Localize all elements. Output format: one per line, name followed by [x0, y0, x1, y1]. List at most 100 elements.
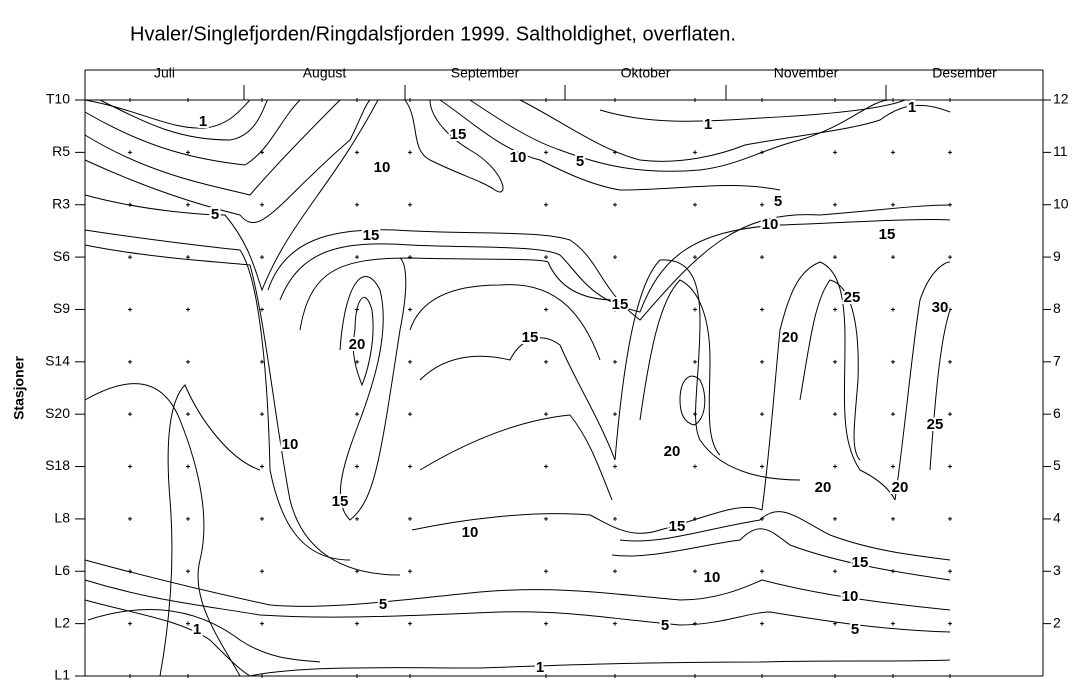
contour-label: 15: [852, 554, 869, 571]
sample-point: [760, 464, 764, 469]
sample-point: [355, 255, 359, 260]
contour-label: 1: [193, 621, 201, 638]
y-tick-label: S18: [45, 457, 70, 473]
sample-point: [544, 516, 548, 521]
sample-point: [355, 569, 359, 574]
sample-point: [833, 674, 837, 678]
sample-point: [128, 621, 132, 626]
sample-point: [833, 359, 837, 364]
sample-point: [544, 255, 548, 260]
sample-point: [544, 569, 548, 574]
sample-point: [948, 569, 952, 574]
sample-point: [186, 412, 190, 417]
sample-point: [760, 412, 764, 417]
sample-point: [948, 674, 952, 678]
contour-label: 20: [349, 336, 366, 353]
sample-point: [355, 202, 359, 207]
sample-point: [260, 255, 264, 260]
sample-point: [760, 359, 764, 364]
sample-point: [833, 569, 837, 574]
sample-point: [693, 150, 697, 155]
sample-point: [948, 412, 952, 417]
y-tick-label: L6: [54, 562, 70, 578]
y2-tick-label: 10: [1053, 195, 1069, 211]
y-tick-label: S14: [45, 353, 70, 369]
sample-point: [408, 202, 412, 207]
sample-point: [693, 412, 697, 417]
sample-point: [948, 255, 952, 260]
sample-point: [948, 359, 952, 364]
contour-label: 20: [815, 479, 832, 496]
sample-point: [128, 98, 132, 102]
sample-point: [833, 255, 837, 260]
y2-tick-label: 11: [1053, 143, 1068, 159]
sample-point: [544, 412, 548, 417]
contour-lines: [84, 99, 951, 677]
sample-point: [613, 569, 617, 574]
sample-point: [544, 621, 548, 626]
sample-point: [355, 307, 359, 312]
sample-point: [760, 516, 764, 521]
sample-point: [128, 359, 132, 364]
contour-label: 20: [782, 329, 799, 346]
contour-label: 10: [374, 159, 391, 176]
sample-point: [186, 150, 190, 155]
sample-point: [355, 412, 359, 417]
contour-label: 15: [363, 227, 380, 244]
sample-point: [186, 255, 190, 260]
sample-point: [693, 621, 697, 626]
sample-point: [355, 359, 359, 364]
sample-point: [948, 307, 952, 312]
contour-label: 15: [450, 126, 467, 143]
sample-point: [613, 674, 617, 678]
contour-label: 10: [510, 149, 527, 166]
sample-point: [948, 516, 952, 521]
contour-label: 10: [282, 436, 299, 453]
sample-point: [693, 307, 697, 312]
sample-point: [891, 464, 895, 469]
sample-point: [760, 150, 764, 155]
contour-label: 15: [332, 493, 349, 510]
sample-point: [128, 150, 132, 155]
y-tick-label: T10: [46, 91, 70, 107]
sample-point: [355, 98, 359, 102]
month-label: September: [451, 65, 520, 81]
sample-point: [260, 150, 264, 155]
sample-point: [544, 98, 548, 102]
contour-label: 15: [669, 518, 686, 535]
sample-point: [408, 307, 412, 312]
sample-point: [693, 464, 697, 469]
y-tick-label: L8: [54, 510, 70, 526]
sample-point: [186, 516, 190, 521]
sample-point: [186, 464, 190, 469]
contour-label: 15: [879, 226, 896, 243]
contour-label: 1: [536, 659, 544, 676]
contour-label: 5: [851, 621, 859, 638]
contour-label: 5: [211, 206, 219, 223]
sample-point: [760, 255, 764, 260]
y-tick-label: S6: [53, 248, 70, 264]
y-tick-label: L1: [54, 667, 70, 681]
sample-point: [891, 359, 895, 364]
sample-point: [833, 98, 837, 102]
sample-point: [186, 674, 190, 678]
sample-point: [544, 150, 548, 155]
contour-label: 20: [664, 443, 681, 460]
sample-point: [948, 202, 952, 207]
sample-point: [833, 150, 837, 155]
sample-point: [260, 516, 264, 521]
sample-point: [408, 359, 412, 364]
month-label: Juli: [154, 65, 175, 81]
sample-point: [948, 150, 952, 155]
sample-point: [833, 516, 837, 521]
sample-point: [260, 674, 264, 678]
contour-label: 25: [844, 289, 861, 306]
sample-point: [891, 255, 895, 260]
contour-label: 5: [661, 617, 669, 634]
sample-point: [544, 307, 548, 312]
sample-point: [408, 98, 412, 102]
contour-label: 10: [842, 588, 859, 605]
y-tick-label: R3: [52, 195, 70, 211]
sample-point: [260, 359, 264, 364]
